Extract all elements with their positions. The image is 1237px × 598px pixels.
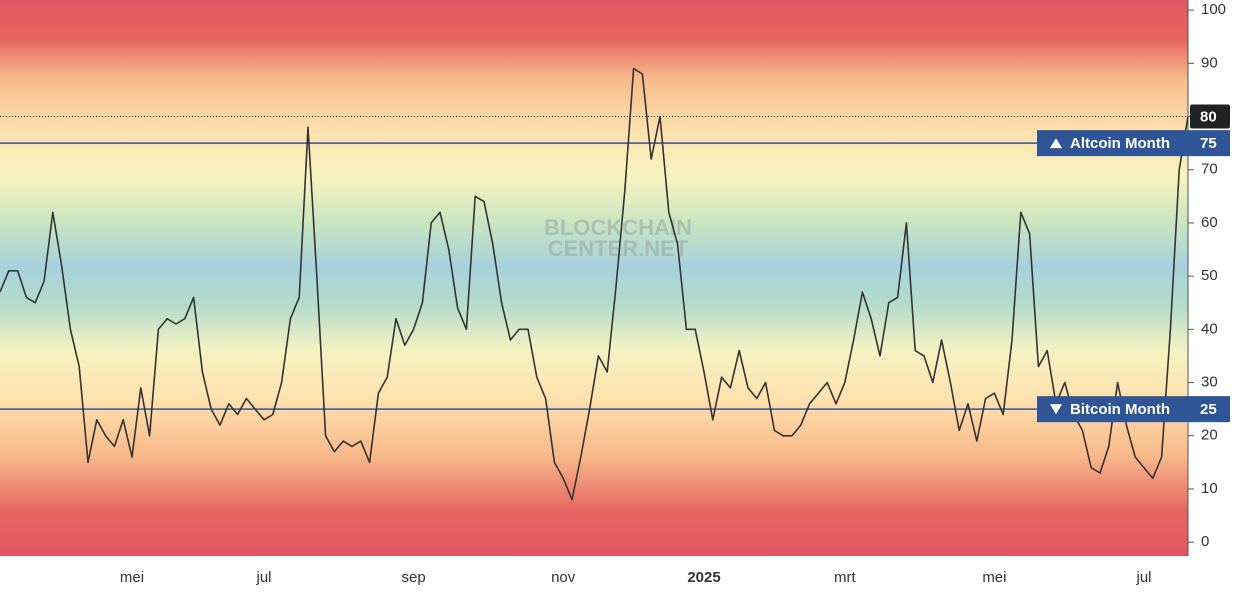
y-tick-label: 70 [1201,161,1218,178]
y-tick-label: 40 [1201,320,1218,337]
y-tick-label: 30 [1201,374,1218,391]
y-tick-label: 20 [1201,427,1218,444]
reference-label: Bitcoin Month [1070,401,1170,418]
watermark: BLOCKCHAIN [544,215,692,240]
x-tick-label: 2025 [687,569,720,586]
y-tick-label: 50 [1201,267,1218,284]
data-line [0,67,1189,501]
reference-value: 25 [1200,401,1217,418]
reference-label: Altcoin Month [1070,135,1170,152]
x-tick-label: jul [1135,569,1151,586]
y-tick-label: 60 [1201,214,1218,231]
current-value-box [1190,104,1230,129]
x-tick-label: jul [255,569,271,586]
current-value-label: 80 [1200,108,1217,125]
y-tick-label: 90 [1201,54,1218,71]
background [0,0,1188,556]
reference-value: 75 [1200,135,1217,152]
y-tick-label: 10 [1201,480,1218,497]
y-tick-label: 100 [1201,1,1226,18]
y-tick-label: 0 [1201,533,1209,550]
reference-icon [1050,404,1062,415]
reference-label-box [1037,396,1230,423]
x-tick-label: mei [120,569,144,586]
x-tick-label: mrt [834,569,856,586]
x-tick-label: sep [402,569,426,586]
x-tick-label: nov [551,569,576,586]
x-tick-label: mei [982,569,1006,586]
reference-icon [1050,138,1062,149]
reference-label-box [1037,130,1230,157]
